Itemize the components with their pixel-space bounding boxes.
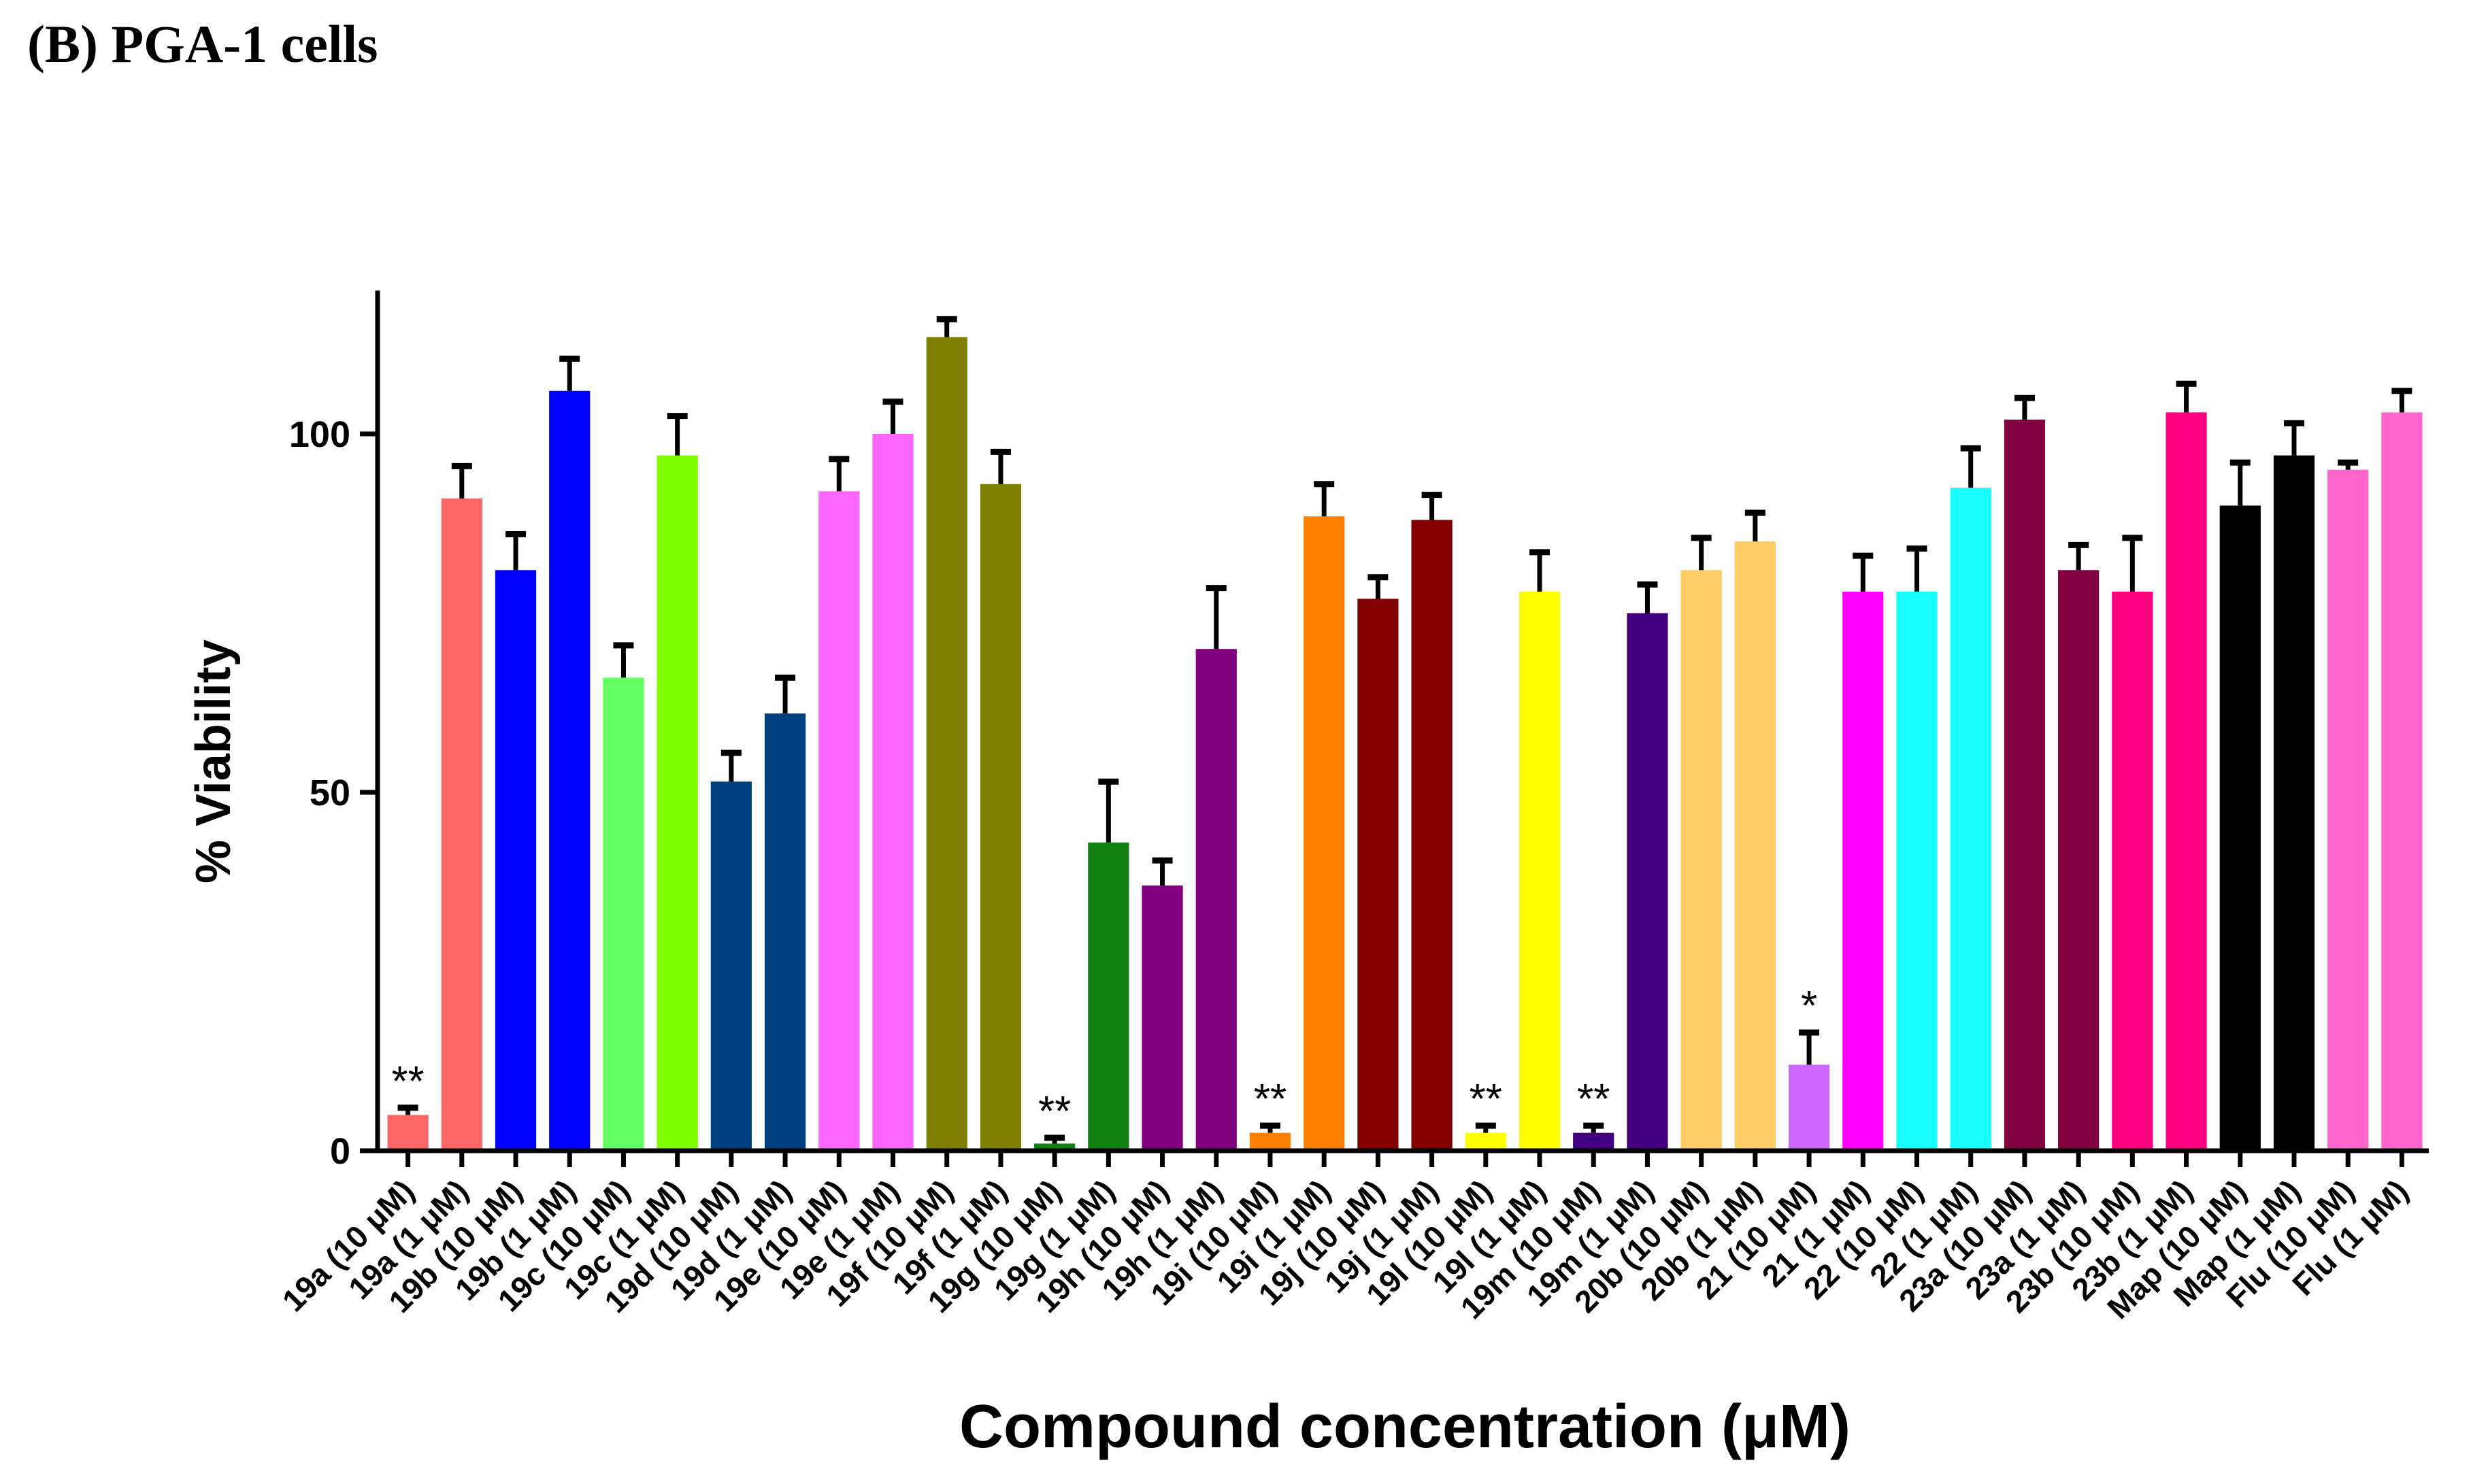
significance-label: ** (1038, 1088, 1071, 1135)
bar (495, 570, 537, 1151)
bar (980, 484, 1022, 1151)
bar (1519, 591, 1561, 1151)
bar (1088, 842, 1129, 1151)
bar (1465, 1132, 1506, 1151)
error-bars-layer (397, 316, 2412, 1144)
y-ticks-layer: 0 50 100 (289, 414, 378, 1172)
bar (764, 713, 806, 1151)
significance-label: ** (1577, 1076, 1610, 1123)
bar (2327, 469, 2369, 1151)
y-tick-label: 0 (330, 1131, 350, 1172)
bar (657, 455, 698, 1151)
bar (1034, 1143, 1076, 1151)
bar (2381, 412, 2423, 1151)
bar (1195, 649, 1237, 1151)
bar (1734, 541, 1776, 1151)
bar (2004, 419, 2046, 1151)
bar (441, 498, 482, 1151)
bar (1573, 1132, 1614, 1151)
bar (1142, 886, 1183, 1151)
bar (872, 434, 914, 1151)
significance-label: ** (1254, 1076, 1287, 1123)
bar (2273, 455, 2315, 1151)
bar (1357, 598, 1399, 1151)
significance-label: ** (1470, 1076, 1502, 1123)
bar (387, 1115, 429, 1151)
bar (1788, 1064, 1830, 1151)
bar (1304, 516, 1345, 1151)
significance-label: ** (391, 1058, 424, 1105)
x-ticks-layer: 19a (10 μM)19a (1 μM)19b (10 μM)19b (1 μ… (276, 1151, 2415, 1326)
bar (1249, 1132, 1291, 1151)
bar (926, 337, 967, 1151)
bars-layer (387, 337, 2423, 1151)
bar (1950, 488, 1991, 1151)
bar (2219, 505, 2261, 1151)
bar (603, 677, 644, 1151)
bar (710, 781, 752, 1151)
bar (1411, 520, 1453, 1151)
panel-title: (B) PGA-1 cells (27, 14, 378, 73)
bar (1680, 570, 1722, 1151)
significance-layer: **** ** ** *** (391, 983, 1817, 1135)
bar (1842, 591, 1884, 1151)
y-tick-label: 100 (289, 414, 350, 455)
significance-label: * (1801, 983, 1817, 1030)
bar (2058, 570, 2100, 1151)
bar (2166, 412, 2207, 1151)
y-tick-label: 50 (310, 773, 350, 813)
y-axis-label: % Viability (186, 639, 241, 883)
bar (2112, 591, 2153, 1151)
bar (1896, 591, 1938, 1151)
x-axis-label: Compound concentration (μM) (959, 1393, 1851, 1461)
bar (818, 491, 860, 1151)
bar (1627, 613, 1668, 1151)
bar (549, 390, 591, 1151)
